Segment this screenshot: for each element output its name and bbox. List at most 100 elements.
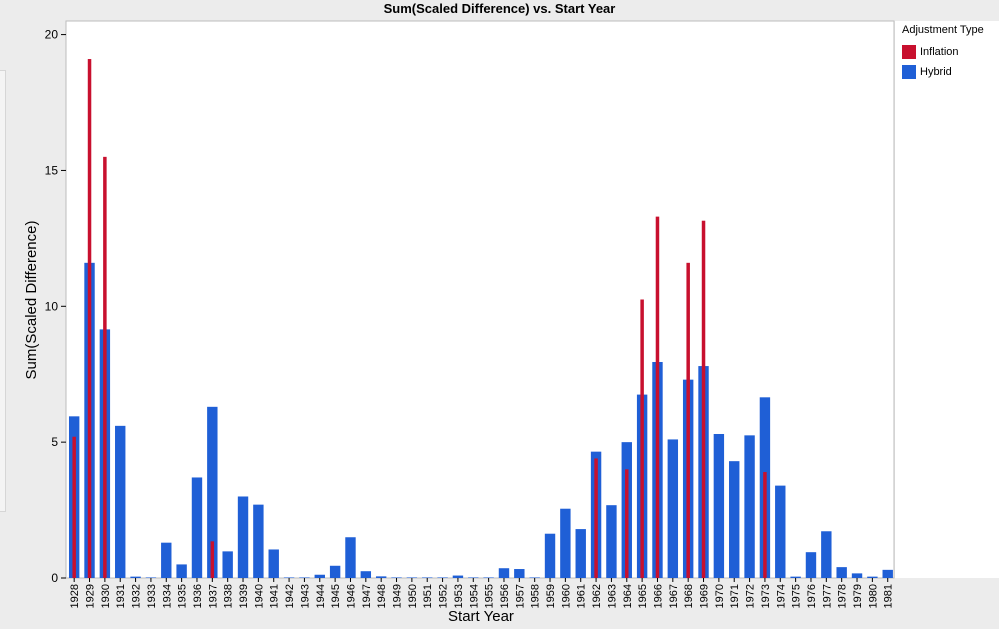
bar-hybrid-1946 xyxy=(345,537,356,578)
x-tick-label: 1969 xyxy=(699,584,711,608)
bar-hybrid-1955 xyxy=(483,577,494,578)
bar-inflation-1928 xyxy=(72,436,76,578)
x-tick-label: 1952 xyxy=(438,584,450,608)
bar-hybrid-1960 xyxy=(560,508,571,578)
y-tick-label: 5 xyxy=(51,435,58,449)
x-tick-label: 1954 xyxy=(468,584,480,608)
x-tick-label: 1945 xyxy=(330,584,342,608)
x-tick-label: 1941 xyxy=(269,584,281,608)
legend-label-hybrid: Hybrid xyxy=(920,66,952,78)
legend-label-inflation: Inflation xyxy=(920,46,959,58)
x-tick-label: 1943 xyxy=(299,584,311,608)
bar-hybrid-1936 xyxy=(191,477,203,578)
x-tick-label: 1967 xyxy=(668,584,680,608)
bar-hybrid-1978 xyxy=(836,567,847,578)
legend-item-inflation: Inflation xyxy=(897,42,997,62)
x-tick-label: 1932 xyxy=(131,584,143,608)
bar-hybrid-1941 xyxy=(268,549,279,578)
bar-hybrid-1935 xyxy=(176,564,187,578)
bar-inflation-1962 xyxy=(594,458,598,578)
bar-hybrid-1934 xyxy=(161,542,172,578)
bar-hybrid-1970 xyxy=(713,433,725,578)
bar-hybrid-1974 xyxy=(775,485,786,578)
x-tick-label: 1974 xyxy=(775,584,787,608)
legend-title: Adjustment Type xyxy=(902,24,984,36)
bar-hybrid-1951 xyxy=(422,577,433,578)
x-tick-label: 1935 xyxy=(177,584,189,608)
bar-hybrid-1967 xyxy=(667,439,679,578)
x-tick-label: 1929 xyxy=(85,584,97,608)
bar-inflation-1929 xyxy=(87,59,92,579)
y-tick-label: 10 xyxy=(45,299,59,313)
x-tick-label: 1977 xyxy=(821,584,833,608)
x-tick-label: 1980 xyxy=(867,584,879,608)
x-tick-label: 1956 xyxy=(499,584,511,608)
bar-hybrid-1956 xyxy=(498,568,510,578)
bar-hybrid-1947 xyxy=(360,571,372,578)
bar-hybrid-1979 xyxy=(851,573,863,578)
x-tick-label: 1947 xyxy=(361,584,373,608)
bar-hybrid-1963 xyxy=(606,505,617,578)
x-tick-label: 1958 xyxy=(530,584,542,608)
x-tick-label: 1979 xyxy=(852,584,864,608)
bar-hybrid-1961 xyxy=(575,529,586,578)
x-tick-label: 1955 xyxy=(484,584,496,608)
legend-swatch-hybrid xyxy=(902,65,916,79)
x-tick-label: 1968 xyxy=(683,584,695,608)
bar-hybrid-1933 xyxy=(145,577,157,578)
bar-hybrid-1981 xyxy=(882,569,893,578)
x-tick-label: 1963 xyxy=(606,584,618,608)
x-tick-label: 1975 xyxy=(791,584,803,608)
x-tick-label: 1949 xyxy=(392,584,404,608)
bar-hybrid-1940 xyxy=(253,504,264,578)
bar-hybrid-1932 xyxy=(130,576,141,578)
bar-hybrid-1950 xyxy=(406,577,418,578)
legend-item-hybrid: Hybrid xyxy=(897,62,997,82)
x-tick-label: 1934 xyxy=(161,584,173,608)
bar-hybrid-1954 xyxy=(468,577,479,578)
x-tick-label: 1957 xyxy=(514,584,526,608)
bar-inflation-1937 xyxy=(210,541,215,578)
bar-hybrid-1959 xyxy=(544,533,556,578)
y-tick-label: 0 xyxy=(51,571,58,585)
bar-hybrid-1952 xyxy=(437,577,448,578)
x-tick-label: 1928 xyxy=(69,584,81,608)
x-axis-title: Start Year xyxy=(448,608,514,625)
x-tick-label: 1978 xyxy=(837,584,849,608)
x-tick-label: 1933 xyxy=(146,584,158,608)
legend: Adjustment Type Inflation Hybrid xyxy=(897,24,997,82)
bar-hybrid-1971 xyxy=(729,461,740,578)
x-tick-label: 1953 xyxy=(453,584,465,608)
x-tick-label: 1961 xyxy=(576,584,588,608)
x-tick-label: 1948 xyxy=(376,584,388,608)
bar-hybrid-1980 xyxy=(867,576,878,578)
side-panel-edge xyxy=(0,70,6,512)
bar-inflation-1968 xyxy=(686,262,690,578)
bar-hybrid-1957 xyxy=(514,569,525,578)
bar-inflation-1966 xyxy=(655,216,660,578)
x-tick-label: 1931 xyxy=(115,584,127,608)
y-axis-title: Sum(Scaled Difference) xyxy=(23,221,40,380)
plot-background xyxy=(65,20,895,579)
x-tick-label: 1962 xyxy=(591,584,603,608)
bar-hybrid-1945 xyxy=(329,565,341,578)
x-tick-label: 1951 xyxy=(422,584,434,608)
bar-inflation-1969 xyxy=(701,220,706,578)
bar-inflation-1964 xyxy=(625,469,629,578)
legend-swatch-inflation xyxy=(902,45,916,59)
y-tick-label: 15 xyxy=(45,163,59,177)
x-tick-label: 1942 xyxy=(284,584,296,608)
x-tick-label: 1981 xyxy=(883,584,895,608)
x-tick-label: 1944 xyxy=(315,584,327,608)
bar-hybrid-1938 xyxy=(222,551,233,578)
bar-hybrid-1976 xyxy=(805,552,817,578)
bar-hybrid-1958 xyxy=(529,577,540,578)
bar-hybrid-1943 xyxy=(299,577,310,578)
x-tick-label: 1946 xyxy=(345,584,357,608)
x-tick-label: 1937 xyxy=(207,584,219,608)
x-tick-label: 1939 xyxy=(238,584,250,608)
x-tick-label: 1950 xyxy=(407,584,419,608)
bar-hybrid-1975 xyxy=(790,576,801,578)
bar-inflation-1965 xyxy=(640,299,644,578)
